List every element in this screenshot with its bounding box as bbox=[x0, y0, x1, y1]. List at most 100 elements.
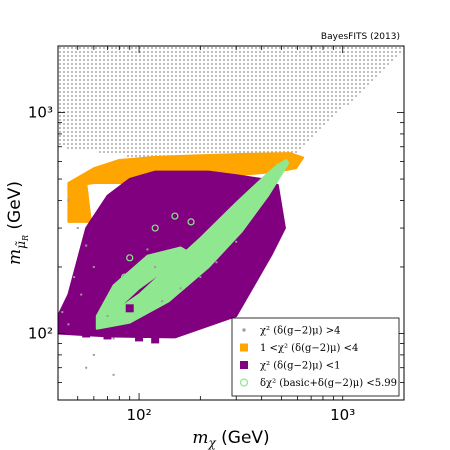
gray-dot bbox=[319, 59, 321, 61]
gray-dot bbox=[59, 59, 61, 61]
gray-dot bbox=[243, 95, 245, 97]
gray-dot bbox=[251, 139, 253, 141]
gray-dot bbox=[283, 67, 285, 69]
gray-dot bbox=[123, 119, 125, 121]
gray-dot bbox=[235, 91, 237, 93]
gray-dot bbox=[231, 79, 233, 81]
gray-dot bbox=[283, 107, 285, 109]
gray-dot bbox=[99, 71, 101, 73]
gray-dot bbox=[307, 51, 309, 53]
gray-dot bbox=[279, 127, 281, 129]
gray-dot bbox=[243, 103, 245, 105]
gray-dot bbox=[171, 135, 173, 137]
gray-dot bbox=[227, 67, 229, 69]
gray-dot bbox=[203, 127, 205, 129]
gray-dot bbox=[103, 51, 105, 53]
gray-dot bbox=[311, 99, 313, 101]
gray-dot bbox=[115, 83, 117, 85]
gray-dot bbox=[191, 139, 193, 141]
gray-dot bbox=[99, 127, 101, 129]
gray-dot bbox=[231, 119, 233, 121]
gray-dot bbox=[303, 83, 305, 85]
gray-dot bbox=[159, 107, 161, 109]
gray-dot bbox=[263, 135, 265, 137]
gray-dot bbox=[199, 147, 201, 149]
gray-dot bbox=[103, 47, 105, 49]
gray-dot bbox=[303, 111, 305, 113]
gray-dot bbox=[103, 119, 105, 121]
gray-dot bbox=[163, 119, 165, 121]
gray-dot bbox=[347, 79, 349, 81]
gray-dot bbox=[299, 71, 301, 73]
gray-dot bbox=[115, 143, 117, 145]
gray-dot bbox=[323, 95, 325, 97]
gray-dot bbox=[139, 91, 141, 93]
gray-dot bbox=[295, 107, 297, 109]
gray-dot bbox=[251, 99, 253, 101]
gray-dot bbox=[99, 147, 101, 149]
gray-dot bbox=[343, 99, 345, 101]
gray-dot bbox=[279, 87, 281, 89]
gray-dot bbox=[187, 107, 189, 109]
gray-dot bbox=[263, 79, 265, 81]
gray-dot bbox=[295, 143, 297, 145]
gray-dot bbox=[303, 99, 305, 101]
gray-dot bbox=[215, 107, 217, 109]
gray-dot bbox=[271, 135, 273, 137]
gray-dot bbox=[203, 143, 205, 145]
gray-dot bbox=[271, 123, 273, 125]
gray-dot bbox=[267, 67, 269, 69]
gray-dot bbox=[251, 63, 253, 65]
gray-dot bbox=[99, 115, 101, 117]
gray-dot bbox=[155, 83, 157, 85]
gray-dot bbox=[251, 83, 253, 85]
gray-dot bbox=[79, 135, 81, 137]
gray-dot bbox=[87, 71, 89, 73]
gray-dot bbox=[147, 127, 149, 129]
gray-dot bbox=[91, 131, 93, 133]
gray-dot bbox=[255, 59, 257, 61]
gray-dot bbox=[127, 147, 129, 149]
gray-dot bbox=[87, 83, 89, 85]
point-green bbox=[277, 164, 285, 172]
gray-dot bbox=[279, 135, 281, 137]
gray-dot bbox=[107, 131, 109, 133]
gray-dot bbox=[163, 63, 165, 65]
gray-dot bbox=[363, 51, 365, 53]
gray-dot bbox=[275, 135, 277, 137]
gray-dot bbox=[151, 131, 153, 133]
gray-dot bbox=[303, 55, 305, 57]
gray-dot bbox=[235, 115, 237, 117]
gray-dot bbox=[291, 99, 293, 101]
gray-dot bbox=[183, 119, 185, 121]
gray-dot bbox=[299, 75, 301, 77]
gray-dot bbox=[175, 115, 177, 117]
gray-dot bbox=[187, 135, 189, 137]
gray-dot bbox=[183, 143, 185, 145]
gray-dot bbox=[267, 107, 269, 109]
gray-dot bbox=[195, 107, 197, 109]
gray-dot bbox=[75, 115, 77, 117]
gray-dot bbox=[147, 143, 149, 145]
gray-dot bbox=[311, 83, 313, 85]
gray-dot bbox=[287, 115, 289, 117]
gray-dot bbox=[219, 55, 221, 57]
gray-dot bbox=[363, 55, 365, 57]
gray-dot bbox=[299, 119, 301, 121]
gray-dot bbox=[111, 87, 113, 89]
gray-dot bbox=[155, 103, 157, 105]
gray-dot bbox=[115, 123, 117, 125]
gray-dot bbox=[127, 115, 129, 117]
gray-dot bbox=[251, 47, 253, 49]
gray-dot bbox=[91, 127, 93, 129]
gray-dot bbox=[291, 95, 293, 97]
gray-dot bbox=[155, 139, 157, 141]
gray-dot bbox=[159, 123, 161, 125]
gray-dot bbox=[247, 115, 249, 117]
gray-dot bbox=[227, 51, 229, 53]
gray-dot bbox=[179, 123, 181, 125]
gray-dot bbox=[327, 87, 329, 89]
gray-dot bbox=[231, 75, 233, 77]
gray-dot bbox=[79, 63, 81, 65]
gray-dot bbox=[283, 131, 285, 133]
